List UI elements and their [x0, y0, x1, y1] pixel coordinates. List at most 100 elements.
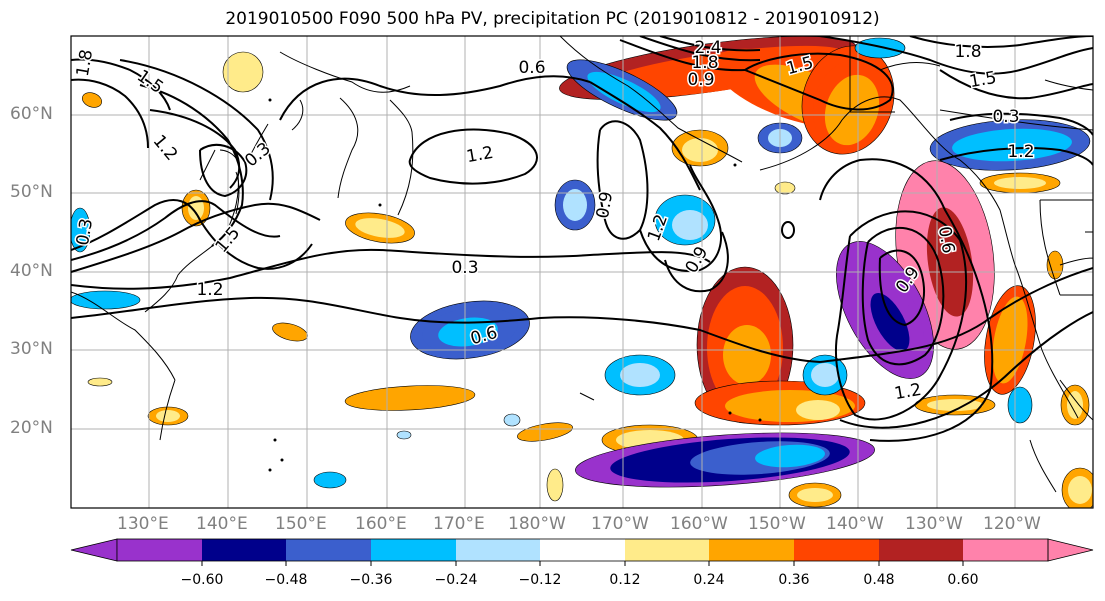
colorbar-segment — [202, 539, 286, 561]
colorbar-frame — [116, 538, 1049, 562]
map-title: 2019010500 F090 500 hPa PV, precipitatio… — [225, 9, 880, 29]
contour-value-label: 1.8 — [954, 42, 981, 62]
pv-contour-line — [835, 210, 968, 421]
colorbar-segment — [794, 539, 879, 561]
lon-label: 140°W — [826, 514, 884, 534]
precip-negative-anomaly — [410, 300, 530, 360]
lon-label: 180°W — [508, 514, 566, 534]
coastlines — [71, 36, 1093, 493]
pv-contour-line — [71, 200, 281, 261]
contour-value-label: 1.2 — [196, 280, 223, 300]
anomaly-contour-band — [952, 128, 1072, 162]
contour-value-label: 2.4 — [694, 38, 721, 58]
contour-value-label: 1.5 — [968, 68, 998, 92]
island-dot — [758, 418, 762, 422]
anomaly-contour-band — [503, 413, 521, 427]
colorbar-segment — [879, 539, 963, 561]
pv-contour-line — [839, 311, 1093, 429]
colorbar-tick-label: 0.12 — [609, 572, 641, 588]
precip-positive-anomaly — [1061, 467, 1093, 508]
pv-contour-line — [639, 164, 722, 272]
pv-contour-line — [819, 267, 1093, 363]
pv-contour-line — [619, 39, 746, 72]
anomaly-contour-band — [517, 422, 573, 442]
colorbar-tick-label: −0.60 — [180, 572, 224, 588]
lat-label: 30°N — [10, 339, 53, 359]
coastline-segment — [71, 291, 176, 381]
pv-contour-line — [71, 199, 313, 270]
island-dot — [280, 458, 284, 462]
pv-contours — [71, 36, 1093, 442]
colorbar-tick-label: −0.48 — [264, 572, 308, 588]
precip-negative-anomaly — [654, 194, 716, 246]
anomaly-contour-band — [774, 181, 796, 195]
precip-negative-anomaly — [1007, 386, 1033, 424]
precip-negative-anomaly — [575, 432, 875, 488]
anomaly-contour-band — [71, 207, 91, 253]
anomaly-contour-band — [156, 410, 180, 422]
anomaly-contour-band — [994, 177, 1046, 189]
colorbar-segment — [117, 539, 202, 561]
colorbar-segment — [456, 539, 540, 561]
precip-negative-anomaly — [604, 354, 676, 396]
coastline-segment — [959, 159, 1016, 266]
precip-negative-anomaly — [554, 179, 596, 231]
precip-positive-anomaly — [344, 385, 476, 411]
anomaly-contour-band — [87, 377, 113, 387]
coastline-segment — [559, 36, 743, 163]
anomaly-contour-band — [723, 325, 771, 385]
colorbar-extend-high — [1047, 538, 1094, 562]
pv-contour-line — [939, 147, 1093, 166]
pv-contour-line — [408, 128, 538, 185]
colorbar — [70, 538, 1094, 566]
map-frame — [70, 35, 1094, 509]
colorbar-segment — [963, 539, 1048, 561]
pv-contour-line — [939, 69, 1093, 100]
colorbar-tick-label: 0.24 — [693, 572, 725, 588]
precip-positive-anomaly — [671, 129, 729, 167]
precip-negative-anomaly — [929, 119, 1091, 171]
lon-label: 160°W — [670, 514, 728, 534]
colorbar-tick-label: 0.36 — [778, 572, 810, 588]
lon-label: 160°E — [355, 514, 407, 534]
precip-positive-anomaly — [87, 377, 113, 387]
colorbar-segment — [371, 539, 456, 561]
coastline-segment — [879, 62, 1093, 91]
precip-negative-anomaly — [836, 241, 934, 379]
anomaly-contour-band — [797, 488, 833, 502]
pv-contour-line — [861, 227, 945, 366]
colorbar-tick-label: −0.12 — [518, 572, 562, 588]
coastline-segment — [199, 99, 304, 181]
anomaly-contour-band — [222, 51, 264, 93]
coastline-segment — [1039, 199, 1093, 296]
island-dot — [268, 468, 272, 472]
precip-positive-anomaly — [222, 51, 264, 93]
pv-contour-line — [744, 52, 894, 111]
contour-value-label: 0.3 — [451, 258, 478, 278]
precip-negative-anomaly — [396, 430, 412, 440]
pv-contour-line — [949, 112, 1093, 136]
lat-label: 60°N — [10, 104, 53, 124]
pv-contour-line — [71, 296, 821, 363]
anomaly-contour-band — [344, 385, 476, 411]
colorbar-extend-low — [70, 538, 118, 562]
pv-contour-line — [639, 36, 761, 62]
contour-value-label: 1.8 — [691, 53, 718, 73]
colorbar-tick-label: 0.60 — [947, 572, 979, 588]
anomaly-contour-band — [811, 363, 839, 387]
anomaly-contour-band — [313, 471, 347, 489]
coastline-segment — [337, 97, 359, 199]
lon-label: 130°E — [117, 514, 169, 534]
pv-contour-line — [71, 248, 711, 290]
pv-contour-line — [199, 143, 248, 198]
colorbar-tick-label: 0.48 — [863, 572, 895, 588]
pv-contour-line — [71, 78, 149, 149]
colorbar-tick-label: −0.24 — [434, 572, 478, 588]
anomaly-contour-band — [546, 468, 564, 502]
pv-contour-line — [819, 158, 994, 442]
island-dot — [728, 411, 732, 415]
lon-label: 130°W — [905, 514, 963, 534]
pv-contour-line — [119, 59, 274, 201]
lat-label: 40°N — [10, 261, 53, 281]
